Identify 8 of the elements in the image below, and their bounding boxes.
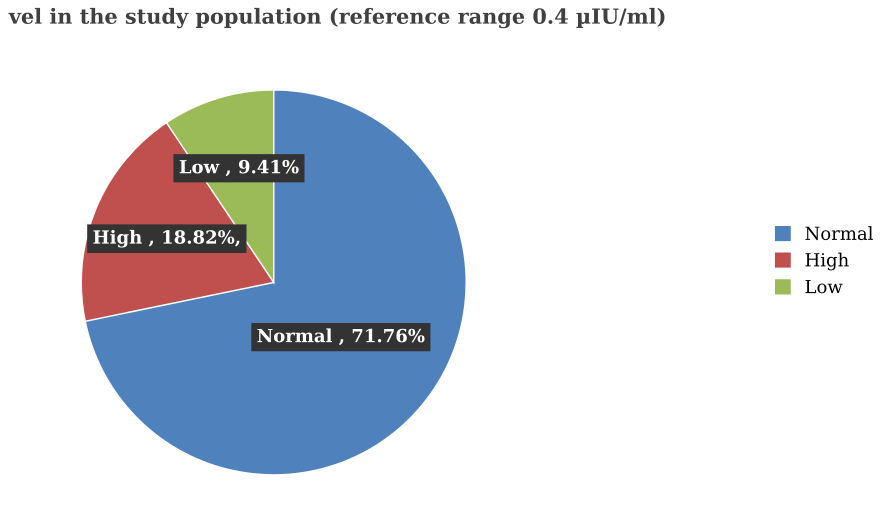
legend-label: Normal [805,226,873,240]
data-label: High , 18.82%, [93,230,240,248]
data-label: Normal , 71.76% [258,328,425,346]
data-label: Low , 9.41% [180,160,299,176]
pie-slice [84,89,467,476]
legend-label: Low [806,280,843,294]
legend-label: High [806,252,849,270]
chart-title: vel in the study population (reference range 0.4 µIU/ml) [8,8,664,28]
